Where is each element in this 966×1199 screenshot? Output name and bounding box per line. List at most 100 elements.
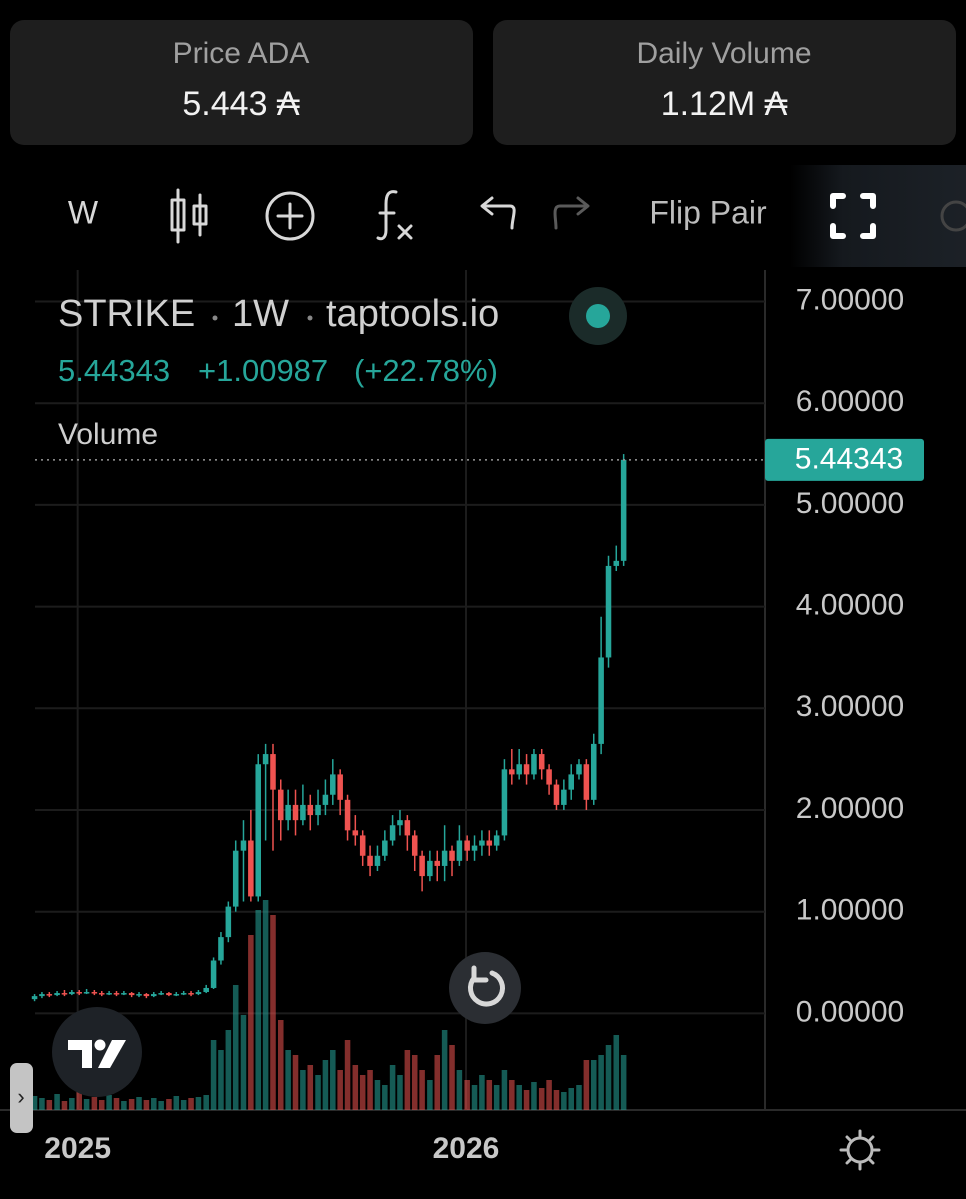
volume-bar: [270, 915, 276, 1110]
candle-body: [262, 754, 269, 765]
volume-bar: [232, 985, 239, 1110]
candle-body: [31, 996, 38, 1000]
volume-bar: [397, 1075, 403, 1110]
candle-body: [344, 799, 351, 831]
volume-bar: [61, 1101, 68, 1110]
volume-bar: [121, 1101, 127, 1110]
interval: 1W: [232, 293, 289, 335]
sidebar-toggle-icon: ›: [17, 1084, 24, 1109]
volume-bar: [434, 1055, 441, 1110]
candle-body: [576, 764, 582, 775]
candle-body: [501, 769, 508, 836]
flip-pair-button[interactable]: Flip Pair: [649, 194, 767, 230]
volume-bar: [98, 1100, 105, 1110]
stat-value: 5.443 ₳: [182, 85, 300, 123]
x-tick-label: 2025: [44, 1132, 111, 1165]
volume-bars: [31, 900, 627, 1110]
redo-button[interactable]: [553, 196, 590, 230]
volume-bar: [501, 1070, 508, 1110]
candle-body: [456, 840, 463, 861]
candle-body: [397, 820, 403, 826]
interval-button[interactable]: W: [68, 194, 99, 230]
candle-body: [232, 850, 239, 907]
volume-bar: [54, 1094, 60, 1110]
volume-bar: [158, 1101, 164, 1110]
candle-body: [292, 804, 299, 821]
volume-bar: [225, 1030, 232, 1110]
candle-body: [322, 794, 329, 805]
volume-bar: [83, 1099, 90, 1110]
volume-bar: [248, 935, 254, 1110]
volume-bar: [389, 1065, 396, 1110]
volume-bar: [255, 910, 262, 1110]
volume-bar: [561, 1092, 567, 1110]
volume-bar: [419, 1070, 425, 1110]
candle-body: [419, 855, 425, 877]
candle-body: [210, 960, 217, 988]
candle-body: [479, 840, 485, 846]
volume-bar: [620, 1055, 627, 1110]
volume-bar: [128, 1099, 135, 1110]
candle-body: [106, 993, 112, 995]
volume-bar: [31, 1096, 38, 1110]
volume-bar: [136, 1097, 142, 1110]
volume-bar: [337, 1070, 343, 1110]
reset-icon: [468, 965, 505, 1007]
separator-dot: [212, 315, 218, 321]
stat-value: 1.12M ₳: [661, 85, 788, 123]
candle-body: [225, 906, 232, 938]
candle-body: [531, 754, 537, 775]
settings-partial[interactable]: [940, 200, 966, 232]
fullscreen-button[interactable]: [830, 193, 876, 239]
candle-body: [195, 992, 202, 995]
volume-bar: [69, 1098, 75, 1110]
chart-type-button[interactable]: [170, 188, 208, 244]
volume-bar: [195, 1097, 202, 1110]
candle-body: [307, 804, 314, 816]
y-tick-label: 1.00000: [796, 894, 904, 927]
reset-button[interactable]: [449, 952, 521, 1024]
source: taptools.io: [326, 293, 499, 335]
candle-body: [39, 994, 45, 997]
volume-bar: [210, 1040, 217, 1110]
y-tick-label: 6.00000: [796, 385, 904, 418]
add-indicator-button[interactable]: [265, 191, 315, 241]
candle-body: [516, 764, 522, 775]
candle-body: [240, 840, 247, 851]
indicators-button[interactable]: [376, 190, 413, 241]
candle-body: [121, 993, 127, 995]
volume-bar: [509, 1080, 515, 1110]
volume-bar: [173, 1096, 180, 1110]
volume-bar: [605, 1045, 612, 1110]
volume-bar: [292, 1055, 299, 1110]
volume-bar: [493, 1085, 500, 1110]
volume-bar: [188, 1098, 194, 1110]
candle-body: [83, 992, 90, 994]
volume-bar: [441, 1030, 448, 1110]
status-dot: [586, 304, 610, 328]
volume-bar: [151, 1098, 157, 1110]
candle-body: [374, 855, 381, 866]
sidebar-toggle[interactable]: [10, 1063, 33, 1133]
candle-body: [367, 855, 373, 866]
candle-body: [523, 764, 530, 775]
volume-bar: [76, 1092, 82, 1110]
candle-body: [434, 860, 441, 866]
candle-body: [538, 754, 545, 770]
candle-body: [151, 994, 157, 997]
tradingview-logo[interactable]: [52, 1007, 142, 1097]
candle-body: [561, 789, 567, 805]
axis-settings-button[interactable]: [839, 1129, 881, 1171]
candle-body: [158, 993, 164, 995]
candle-body: [248, 840, 254, 897]
undo-button[interactable]: [480, 196, 516, 230]
volume-bar: [471, 1085, 478, 1110]
volume-bar: [166, 1099, 172, 1110]
y-tick-label: 0.00000: [796, 995, 904, 1028]
candle-body: [590, 743, 597, 800]
axis-labels: 0.00000 1.00000 2.00000 3.00000 4.00000 5.000…: [44, 283, 924, 1165]
volume-legend: Volume: [58, 418, 158, 451]
stat-label: Daily Volume: [636, 37, 811, 70]
candle-body: [359, 835, 366, 856]
